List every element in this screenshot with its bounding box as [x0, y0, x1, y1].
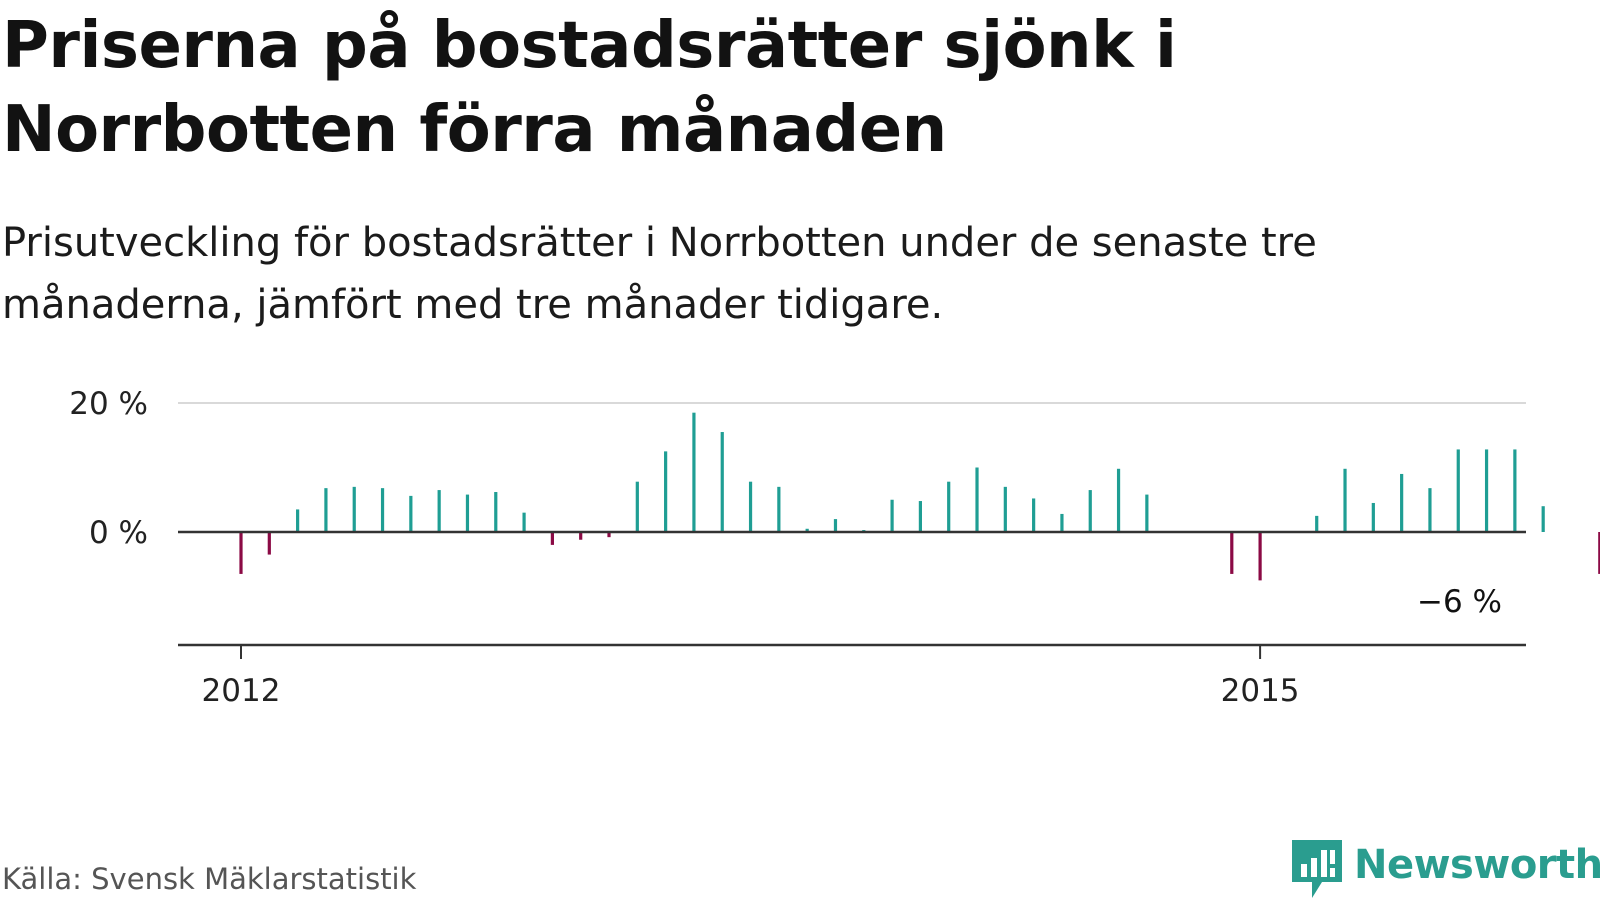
bar: [1456, 449, 1460, 532]
bar: [777, 486, 781, 532]
bar: [1400, 473, 1404, 532]
bar: [635, 481, 639, 532]
bar-chart-bubble-icon: [1292, 840, 1342, 898]
x-tick-label: 2015: [1221, 673, 1300, 709]
bar: [805, 528, 809, 532]
bar: [550, 532, 554, 545]
bar: [1060, 513, 1064, 532]
bar: [267, 532, 271, 555]
bar: [465, 494, 470, 532]
brand-name: Newsworthy: [1354, 842, 1600, 888]
bar: [692, 412, 696, 532]
bar: [239, 532, 243, 574]
x-tick-label: 2012: [202, 673, 281, 709]
source-note: Källa: Svensk Mäklarstatistik: [2, 862, 417, 896]
bar: [664, 451, 668, 532]
chart-subtitle: Prisutveckling för bostadsrätter i Norrb…: [2, 220, 1317, 328]
bar: [1541, 506, 1545, 532]
bar: [1230, 532, 1234, 574]
bar: [748, 481, 753, 532]
bar: [1484, 449, 1489, 532]
bar: [890, 499, 894, 532]
bar: [1145, 494, 1149, 532]
bar: [1032, 498, 1036, 532]
bar: [1003, 486, 1007, 532]
bar: [1513, 449, 1517, 532]
bar: [1258, 532, 1262, 581]
bar-chart: 0 %20 %20122015201820212023−6 %: [69, 386, 1600, 709]
bar: [409, 495, 413, 532]
y-tick-label: 20 %: [69, 386, 148, 422]
bar: [324, 488, 328, 532]
bar: [607, 532, 611, 538]
bar: [1428, 488, 1432, 532]
bar: [380, 488, 385, 532]
bar: [1116, 468, 1121, 532]
chart-title: Priserna på bostadsrätter sjönk i Norrbo…: [2, 9, 1177, 167]
bar: [437, 490, 441, 532]
bar: [1088, 490, 1092, 532]
bar: [296, 509, 300, 532]
bar: [947, 481, 951, 532]
bar: [1315, 515, 1319, 532]
bar: [352, 486, 356, 532]
bar: [975, 467, 979, 532]
bar: [1598, 532, 1600, 574]
bar: [579, 532, 583, 540]
bar: [1343, 468, 1347, 532]
bar: [720, 432, 724, 532]
latest-value-label: −6 %: [1417, 584, 1502, 620]
bar: [833, 519, 838, 532]
bar: [1371, 502, 1375, 532]
y-tick-label: 0 %: [89, 515, 148, 551]
brand-logo: Newsworthy: [1292, 840, 1600, 900]
bar: [494, 492, 498, 532]
bar: [918, 501, 922, 532]
bar: [522, 512, 526, 532]
